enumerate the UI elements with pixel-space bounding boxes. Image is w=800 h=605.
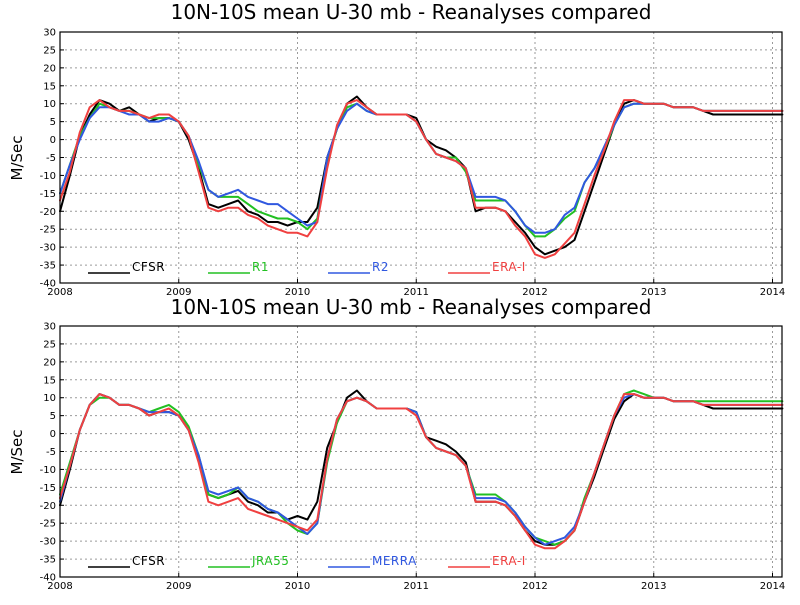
- y-tick-label: 30: [43, 322, 56, 333]
- y-tick-label: -20: [40, 501, 56, 512]
- x-tick-label: 2013: [641, 287, 666, 298]
- series-line-r2: [59, 102, 784, 234]
- legend-label: R2: [372, 260, 389, 274]
- x-tick-label: 2010: [285, 287, 310, 298]
- x-tick-label: 2008: [47, 287, 72, 298]
- series-line-era-i: [59, 99, 784, 259]
- x-tick-label: 2011: [404, 581, 429, 592]
- y-tick-label: -35: [40, 555, 56, 566]
- chart-title: 10N-10S mean U-30 mb - Reanalyses compar…: [171, 0, 652, 24]
- x-tick-label: 2012: [522, 581, 547, 592]
- y-tick-label: 5: [50, 117, 56, 128]
- series-line-cfsr: [59, 389, 784, 546]
- y-tick-label: 20: [43, 357, 56, 368]
- x-tick-label: 2011: [404, 287, 429, 298]
- x-tick-label: 2010: [285, 581, 310, 592]
- y-tick-label: -10: [40, 465, 56, 476]
- chart-title: 10N-10S mean U-30 mb - Reanalyses compar…: [171, 295, 652, 319]
- y-tick-label: 5: [50, 411, 56, 422]
- y-tick-label: -10: [40, 171, 56, 182]
- legend-label: CFSR: [132, 554, 165, 568]
- legend-label: JRA55: [251, 554, 289, 568]
- plot-frame: [59, 31, 783, 284]
- x-tick-label: 2012: [522, 287, 547, 298]
- y-tick-label: 30: [43, 28, 56, 39]
- legend-label: CFSR: [132, 260, 165, 274]
- y-tick-label: -25: [40, 519, 56, 530]
- legend-label: MERRA: [372, 554, 417, 568]
- y-tick-label: -5: [46, 153, 56, 164]
- y-tick-label: 20: [43, 63, 56, 74]
- legend-label: ERA-I: [492, 260, 526, 274]
- y-tick-label: 15: [43, 81, 56, 92]
- x-tick-label: 2013: [641, 581, 666, 592]
- y-axis-label: M/Sec: [8, 430, 26, 475]
- y-tick-label: 10: [43, 393, 56, 404]
- y-tick-label: -15: [40, 483, 56, 494]
- y-tick-label: -40: [40, 573, 56, 584]
- y-tick-label: -40: [40, 279, 56, 290]
- x-tick-label: 2008: [47, 581, 72, 592]
- y-tick-label: 0: [50, 429, 56, 440]
- series-line-r1: [59, 102, 784, 238]
- x-tick-label: 2014: [760, 287, 785, 298]
- x-tick-label: 2014: [760, 581, 785, 592]
- legend-label: ERA-I: [492, 554, 526, 568]
- y-tick-label: -5: [46, 447, 56, 458]
- series-line-era-i: [59, 393, 784, 550]
- chart-panel-top: 10N-10S mean U-30 mb - Reanalyses compar…: [8, 0, 785, 298]
- y-axis-label: M/Sec: [8, 136, 26, 181]
- y-tick-label: 25: [43, 45, 56, 56]
- x-tick-label: 2009: [166, 581, 191, 592]
- y-tick-label: -15: [40, 189, 56, 200]
- y-tick-label: 25: [43, 339, 56, 350]
- plot-frame: [59, 325, 783, 578]
- chart-panel-bottom: 10N-10S mean U-30 mb - Reanalyses compar…: [8, 295, 785, 592]
- y-tick-label: -20: [40, 207, 56, 218]
- legend-label: R1: [252, 260, 269, 274]
- y-tick-label: -30: [40, 537, 56, 548]
- series-line-jra55: [59, 389, 784, 546]
- y-tick-label: -30: [40, 243, 56, 254]
- y-tick-label: -25: [40, 225, 56, 236]
- x-tick-label: 2009: [166, 287, 191, 298]
- y-tick-label: 0: [50, 135, 56, 146]
- y-tick-label: 15: [43, 375, 56, 386]
- y-tick-label: 10: [43, 99, 56, 110]
- y-tick-label: -35: [40, 261, 56, 272]
